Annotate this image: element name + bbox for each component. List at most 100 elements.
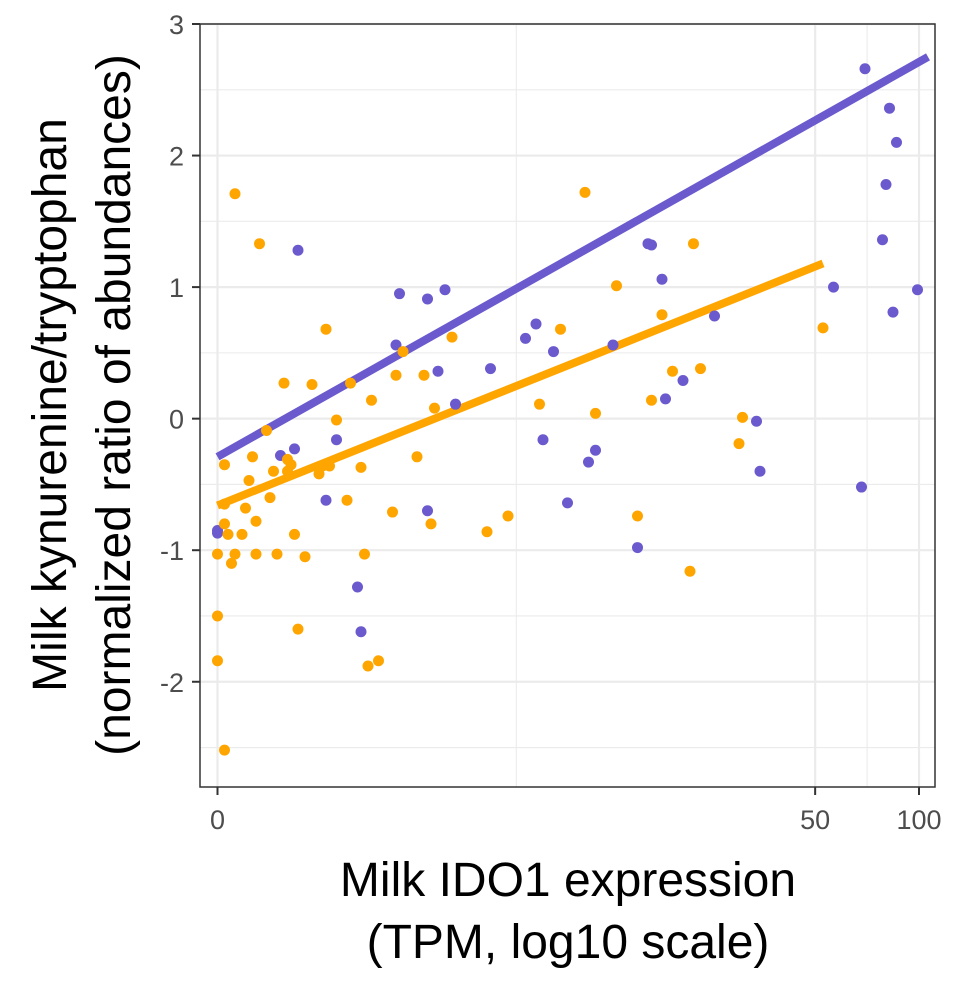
axes: 3 2 1 0 -1 -2 0 50 100 <box>160 10 942 835</box>
data-point-series-1 <box>530 318 542 330</box>
data-point-series-2 <box>429 402 440 414</box>
data-point-series-2 <box>320 323 332 335</box>
data-point-series-2 <box>341 494 353 506</box>
data-point-series-1 <box>562 497 573 509</box>
data-point-series-1 <box>320 494 332 506</box>
data-point-series-1 <box>355 626 367 638</box>
data-point-series-2 <box>219 459 230 471</box>
data-point-series-2 <box>737 411 748 423</box>
data-point-series-2 <box>646 394 657 406</box>
data-point-series-2 <box>684 565 696 577</box>
data-point-series-2 <box>481 526 493 538</box>
data-point-series-2 <box>219 518 230 530</box>
data-point-series-2 <box>817 322 829 334</box>
data-point-series-1 <box>537 434 549 446</box>
x-axis-title-line-1: Milk IDO1 expression <box>340 854 796 907</box>
data-point-series-1 <box>856 481 867 493</box>
data-point-series-2 <box>247 451 258 463</box>
data-point-series-2 <box>229 188 241 200</box>
y-tick-label: -2 <box>160 668 184 698</box>
data-point-series-1 <box>677 375 689 387</box>
data-point-series-2 <box>446 331 458 343</box>
data-point-series-1 <box>656 273 668 285</box>
data-point-series-2 <box>418 369 430 381</box>
data-point-series-1 <box>212 524 223 536</box>
data-point-series-2 <box>324 460 335 472</box>
data-point-series-2 <box>250 548 262 560</box>
data-point-series-2 <box>359 548 370 560</box>
data-point-series-1 <box>432 365 444 377</box>
data-point-series-1 <box>394 288 405 300</box>
data-point-series-2 <box>264 492 276 504</box>
data-point-series-2 <box>688 238 699 250</box>
data-point-series-2 <box>250 515 262 527</box>
x-tick-label: 100 <box>896 805 941 835</box>
data-point-series-2 <box>254 238 265 250</box>
data-point-series-1 <box>891 136 902 148</box>
data-point-series-2 <box>261 424 272 436</box>
data-point-series-1 <box>390 339 402 351</box>
data-point-series-1 <box>422 293 433 305</box>
data-point-series-2 <box>345 377 356 389</box>
data-point-series-2 <box>299 551 311 563</box>
y-axis-title-line-1: Milk kynurenine/tryptophan <box>24 118 77 692</box>
data-point-series-1 <box>754 465 766 477</box>
data-point-series-2 <box>331 414 342 426</box>
data-point-series-2 <box>590 407 601 419</box>
data-point-series-2 <box>236 528 248 540</box>
data-point-series-2 <box>285 459 297 471</box>
data-point-series-2 <box>212 548 223 560</box>
x-tick-label: 50 <box>800 805 830 835</box>
data-point-series-1 <box>439 284 451 296</box>
data-point-series-1 <box>292 244 304 256</box>
data-point-series-1 <box>887 306 899 318</box>
data-point-series-2 <box>243 474 255 486</box>
data-point-series-2 <box>226 557 237 569</box>
x-tick-label: 0 <box>210 805 225 835</box>
data-point-series-2 <box>306 378 318 390</box>
data-point-series-2 <box>425 518 437 530</box>
data-point-series-2 <box>212 610 223 622</box>
data-point-series-2 <box>733 438 745 450</box>
data-point-series-2 <box>362 660 374 672</box>
data-point-series-2 <box>373 655 384 667</box>
data-point-series-1 <box>877 234 888 246</box>
data-point-series-2 <box>292 623 304 635</box>
data-point-series-2 <box>555 323 566 335</box>
data-point-series-2 <box>240 502 251 514</box>
data-point-series-1 <box>583 456 594 468</box>
y-tick-label: 3 <box>169 10 184 40</box>
trend-lines <box>215 53 930 510</box>
data-point-series-2 <box>278 377 290 389</box>
y-tick-label: 0 <box>169 405 184 435</box>
data-point-series-1 <box>352 581 363 593</box>
data-point-series-1 <box>859 63 871 75</box>
y-tick-label: 1 <box>169 273 184 303</box>
data-point-series-2 <box>695 363 706 375</box>
plot-panel-border <box>199 23 936 788</box>
trend-line-1 <box>215 53 930 461</box>
data-point-series-1 <box>632 542 643 554</box>
data-point-series-1 <box>422 505 433 517</box>
data-points <box>212 63 923 756</box>
data-point-series-2 <box>289 528 300 540</box>
data-point-series-1 <box>520 332 531 344</box>
data-point-series-1 <box>709 310 720 322</box>
y-axis-title-line-2: (normalized ratio of abundances) <box>88 54 141 756</box>
data-point-series-1 <box>289 443 300 455</box>
data-point-series-2 <box>229 548 241 560</box>
data-point-series-1 <box>646 239 657 251</box>
data-point-series-1 <box>450 398 461 410</box>
data-point-series-2 <box>411 451 423 463</box>
data-point-series-2 <box>656 309 668 321</box>
data-point-series-2 <box>219 498 230 510</box>
data-point-series-2 <box>390 369 402 381</box>
data-point-series-2 <box>271 548 283 560</box>
data-point-series-1 <box>590 444 601 456</box>
y-tick-label: 2 <box>169 142 184 172</box>
data-point-series-1 <box>331 434 342 446</box>
data-point-series-1 <box>751 415 762 427</box>
data-point-series-2 <box>579 186 591 198</box>
data-point-series-2 <box>611 280 622 292</box>
data-point-series-2 <box>502 510 514 522</box>
